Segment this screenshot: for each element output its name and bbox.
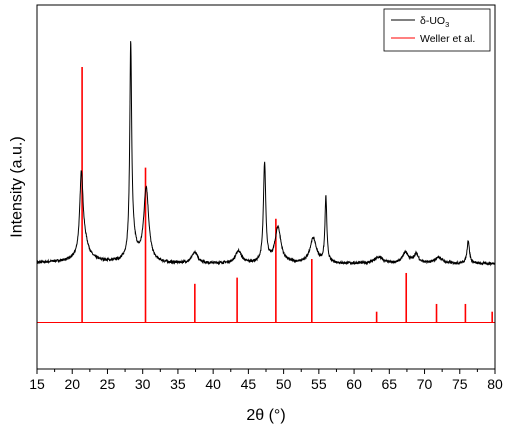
legend-label-delta-uo3-main: δ-UO — [420, 15, 445, 27]
x-tick-label: 50 — [276, 376, 292, 392]
x-tick-label: 25 — [100, 376, 116, 392]
legend-label-weller: Weller et al. — [420, 33, 475, 45]
legend-label-delta-uo3: δ-UO3 — [420, 15, 449, 29]
x-tick-label: 65 — [382, 376, 398, 392]
x-tick-label: 45 — [241, 376, 257, 392]
legend-box — [383, 8, 491, 52]
plot-area — [36, 41, 496, 324]
x-tick-label: 80 — [487, 376, 503, 392]
series-line-delta-uo3 — [36, 41, 496, 267]
x-tick-label: 55 — [311, 376, 327, 392]
x-tick-label: 35 — [170, 376, 186, 392]
y-axis-title: Intensity (a.u.) — [9, 136, 26, 237]
x-tick-label: 40 — [205, 376, 221, 392]
x-tick-label: 75 — [452, 376, 468, 392]
legend: δ-UO3 Weller et al. — [383, 8, 491, 52]
legend-label-delta-uo3-subscript: 3 — [445, 20, 449, 29]
x-tick-label: 20 — [64, 376, 80, 392]
x-axis: 15 20 25 30 35 40 45 50 55 60 65 70 75 80 — [29, 369, 503, 392]
plot-frame — [36, 4, 496, 370]
x-tick-label: 30 — [135, 376, 151, 392]
x-tick-label: 15 — [29, 376, 45, 392]
x-tick-label: 70 — [417, 376, 433, 392]
x-axis-title: 2θ (°) — [246, 407, 285, 424]
x-tick-label: 60 — [346, 376, 362, 392]
reference-sticks — [37, 66, 495, 324]
